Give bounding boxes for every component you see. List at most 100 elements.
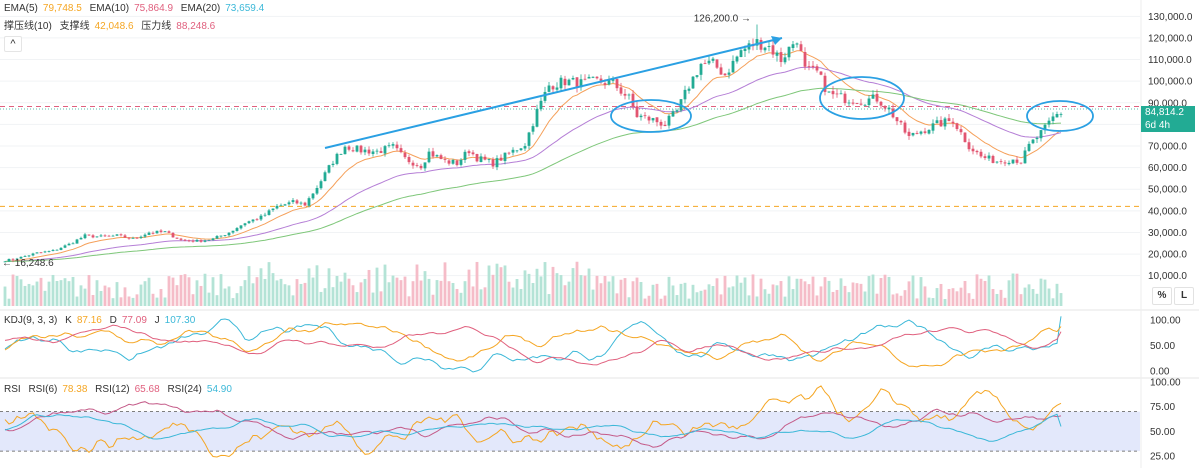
price-axis: 130,000.0 120,000.0 110,000.0 100,000.0 90,0… <box>1148 12 1193 463</box>
candle-body <box>139 236 143 238</box>
candle-body <box>59 247 63 250</box>
candle-body <box>823 75 827 92</box>
volume-bar <box>995 293 999 306</box>
volume-bar <box>983 280 987 306</box>
volume-bar <box>91 295 95 306</box>
candle-body <box>435 155 439 157</box>
collapse-legend-button[interactable]: ^ <box>4 36 22 52</box>
volume-bar <box>683 282 687 306</box>
rsi-tick-label: 100.00 <box>1150 377 1181 388</box>
volume-bar <box>35 281 39 306</box>
volume-bar <box>859 283 863 306</box>
candle-body <box>455 160 459 166</box>
volume-bar <box>435 280 439 306</box>
support-label: 支撑线 <box>59 21 90 32</box>
volume-bar <box>327 268 331 306</box>
candle-body <box>627 94 631 96</box>
candle-body <box>423 162 427 169</box>
volume-bar <box>727 287 731 306</box>
volume-bar <box>415 264 419 306</box>
volume-bar <box>667 276 671 306</box>
candle-body <box>247 221 251 224</box>
volume-bar <box>539 276 543 306</box>
volume-bar <box>395 277 399 306</box>
volume-bar <box>523 270 527 306</box>
candle-body <box>939 120 943 127</box>
candle-body <box>359 145 363 153</box>
volume-bar <box>563 285 567 306</box>
candle-body <box>1027 143 1031 151</box>
candle-body <box>463 151 467 160</box>
candle-body <box>855 102 859 104</box>
volume-bar <box>595 275 599 306</box>
candle-body <box>151 232 155 234</box>
candle-body <box>339 154 343 155</box>
candle-body <box>91 235 95 238</box>
ema-lines <box>4 50 1062 262</box>
candle-body <box>171 232 175 238</box>
candlesticks <box>3 24 1063 263</box>
candle-body <box>319 181 323 189</box>
volume-bar <box>939 283 943 306</box>
high-price-label: 126,200.0 → <box>694 14 751 25</box>
volume-bar <box>263 278 267 306</box>
candle-body <box>947 118 951 122</box>
volume-bar <box>583 275 587 306</box>
candle-body <box>351 150 355 152</box>
candle-body <box>1015 159 1019 163</box>
volume-bar <box>987 275 991 306</box>
drawing-annotations[interactable]: 126,200.0 → ← 16,248.6 <box>2 14 1094 270</box>
candle-body <box>531 126 535 132</box>
candle-body <box>991 155 995 163</box>
volume-bar <box>679 283 683 306</box>
volume-bar <box>87 275 91 306</box>
volume-bar <box>511 287 515 306</box>
kdj-k-label: K <box>65 315 72 326</box>
volume-bar <box>479 289 483 306</box>
candle-body <box>547 85 551 92</box>
volume-bar <box>571 268 575 306</box>
candle-body <box>371 151 375 155</box>
candle-body <box>391 144 395 146</box>
candle-body <box>143 234 147 237</box>
rsi12-value: 65.68 <box>134 384 160 395</box>
candle-body <box>963 132 967 143</box>
candle-body <box>695 75 699 77</box>
candle-body <box>735 56 739 62</box>
volume-bar <box>847 292 851 306</box>
volume-bar <box>799 278 803 306</box>
volume-bar <box>203 273 207 306</box>
candle-body <box>783 57 787 63</box>
log-scale-button[interactable]: L <box>1174 287 1194 305</box>
volume-bar <box>23 285 27 306</box>
volume-bar <box>863 291 867 306</box>
volume-bar <box>975 274 979 306</box>
volume-bar <box>551 266 555 306</box>
volume-bar <box>271 273 275 306</box>
volume-bar <box>587 268 591 306</box>
candle-body <box>515 150 519 152</box>
candle-body <box>639 115 643 118</box>
ema-legend: EMA(5) 79,748.5 EMA(10) 75,864.9 EMA(20) 73… <box>4 3 269 14</box>
price-tick-label: 10,000.0 <box>1148 271 1187 282</box>
price-tick-label: 40,000.0 <box>1148 206 1187 217</box>
trend-arrow-line <box>324 37 783 149</box>
percent-scale-button[interactable]: % <box>1152 287 1172 305</box>
price-tick-label: 70,000.0 <box>1148 142 1187 153</box>
volume-bar <box>1019 294 1023 306</box>
price-tick-label: 110,000.0 <box>1148 55 1192 66</box>
candle-body <box>951 121 955 124</box>
volume-bar <box>107 287 111 306</box>
volume-bar <box>767 293 771 306</box>
volume-bar <box>299 283 303 306</box>
candle-body <box>367 149 371 154</box>
candle-body <box>271 208 275 211</box>
volume-bar <box>407 296 411 306</box>
volume-bar <box>259 268 263 306</box>
candle-body <box>207 239 211 241</box>
candle-body <box>403 152 407 158</box>
candle-body <box>479 156 483 162</box>
volume-bar <box>835 289 839 306</box>
volume-bar <box>235 293 239 306</box>
